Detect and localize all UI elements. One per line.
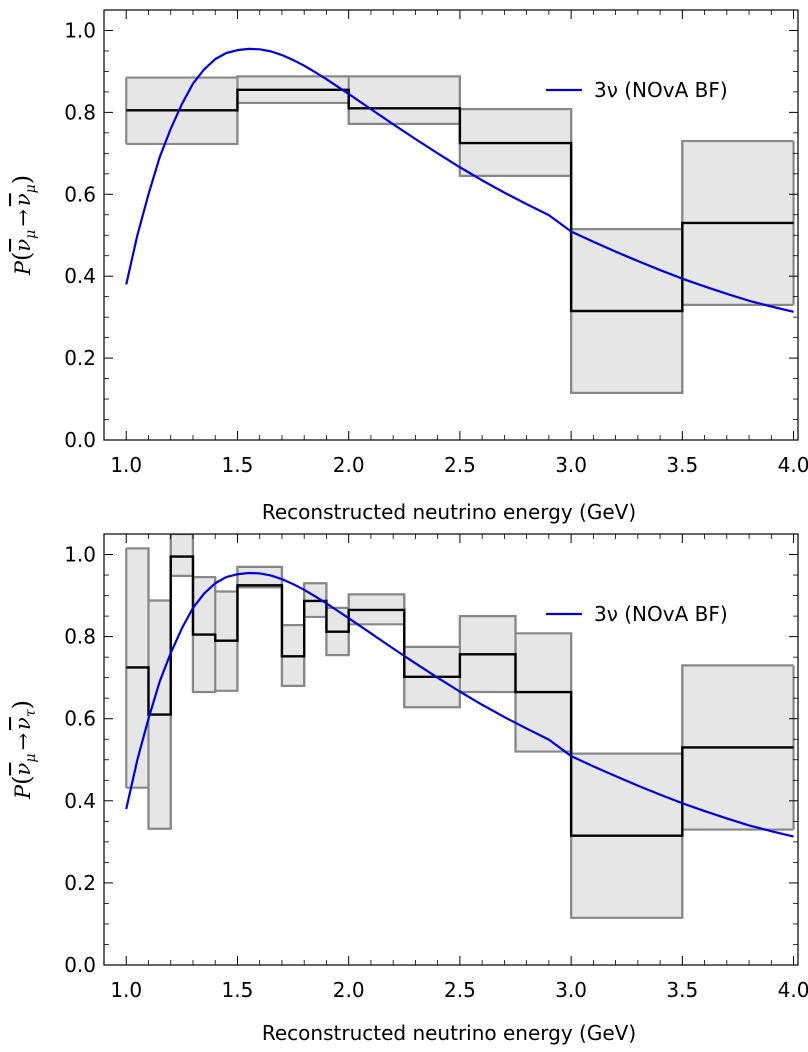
y-label-part: μ bbox=[23, 184, 39, 193]
plot-area bbox=[125, 47, 795, 395]
legend: 3ν (NOvA BF) bbox=[546, 78, 728, 102]
central-histogram bbox=[126, 88, 794, 313]
svg-text:P(νμ→ντ): P(νμ→ντ) bbox=[8, 700, 39, 800]
legend: 3ν (NOvA BF) bbox=[546, 602, 728, 626]
y-label-part: → bbox=[11, 209, 35, 227]
svg-text:P(νμ→νμ): P(νμ→νμ) bbox=[8, 175, 39, 276]
y-label-part: ) bbox=[8, 700, 36, 709]
x-tick-label: 3.5 bbox=[666, 453, 698, 477]
band-lower-edge bbox=[126, 574, 794, 919]
legend-label: 3ν (NOvA BF) bbox=[594, 602, 728, 626]
y-label-part: ν bbox=[11, 239, 35, 252]
x-tick-label: 4.0 bbox=[778, 453, 808, 477]
x-tick-label: 1.5 bbox=[222, 978, 254, 1002]
y-tick-label: 0.6 bbox=[64, 182, 96, 206]
x-axis-label: Reconstructed neutrino energy (GeV) bbox=[262, 1021, 636, 1045]
plot-frame bbox=[103, 9, 799, 441]
x-axis-label: Reconstructed neutrino energy (GeV) bbox=[262, 500, 636, 524]
y-label-part: P bbox=[11, 784, 35, 800]
y-tick-label: 0.8 bbox=[64, 625, 96, 649]
y-axis-label: P(νμ→νμ) bbox=[8, 175, 39, 276]
x-tick-label: 2.5 bbox=[444, 453, 476, 477]
x-tick-label: 3.0 bbox=[555, 453, 587, 477]
plot-area bbox=[125, 534, 795, 919]
x-tick-label: 4.0 bbox=[778, 978, 808, 1002]
x-tick-label: 1.5 bbox=[222, 453, 254, 477]
y-label-part: μ bbox=[23, 754, 39, 763]
y-tick-label: 0.2 bbox=[64, 871, 96, 895]
x-tick-label: 1.0 bbox=[110, 978, 142, 1002]
panel-top: 1.0 1.5 2.0 2.5 3.0 3.5 4.0 0.0 0.2 0.4 0.6 0.8 1.0 R… bbox=[8, 9, 808, 524]
y-label-part: μ bbox=[23, 230, 39, 239]
series-curve bbox=[125, 47, 794, 313]
x-tick-label: 2.0 bbox=[333, 978, 365, 1002]
y-label-part: P bbox=[11, 260, 35, 276]
y-tick-label: 0.4 bbox=[64, 789, 96, 813]
y-label-part: ( bbox=[8, 775, 36, 784]
y-label-part: ( bbox=[8, 252, 36, 261]
y-label-part: ) bbox=[8, 175, 36, 184]
plot-frame bbox=[103, 533, 799, 966]
y-tick-label: 0.0 bbox=[64, 953, 96, 977]
y-tick-label: 0.6 bbox=[64, 707, 96, 731]
y-tick-label: 1.0 bbox=[64, 543, 96, 567]
x-tick-label: 3.0 bbox=[555, 978, 587, 1002]
y-tick-label: 1.0 bbox=[64, 18, 96, 42]
series-curve bbox=[125, 571, 794, 838]
x-tick-label: 2.5 bbox=[444, 978, 476, 1002]
x-tick-label: 3.5 bbox=[666, 978, 698, 1002]
y-axis-label: P(νμ→ντ) bbox=[8, 700, 39, 800]
y-label-part: → bbox=[11, 733, 35, 751]
y-label-part: τ bbox=[23, 709, 39, 717]
y-label-part: ν bbox=[11, 193, 35, 206]
central-histogram bbox=[126, 555, 794, 837]
band-bin bbox=[170, 534, 193, 576]
y-label-part: ν bbox=[11, 717, 35, 730]
band-upper-edge bbox=[126, 534, 794, 755]
y-tick-label: 0.0 bbox=[64, 428, 96, 452]
y-tick-label: 0.2 bbox=[64, 346, 96, 370]
y-tick-label: 0.4 bbox=[64, 264, 96, 288]
legend-label: 3ν (NOvA BF) bbox=[594, 78, 728, 102]
band-bin bbox=[348, 76, 460, 124]
x-tick-label: 1.0 bbox=[110, 453, 142, 477]
y-label-part: ν bbox=[11, 762, 35, 775]
panel-bottom: 1.0 1.5 2.0 2.5 3.0 3.5 4.0 0.0 0.2 0.4 0.6 0.8 1.0 R… bbox=[8, 533, 808, 1045]
x-tick-label: 2.0 bbox=[333, 453, 365, 477]
y-tick-label: 0.8 bbox=[64, 100, 96, 124]
